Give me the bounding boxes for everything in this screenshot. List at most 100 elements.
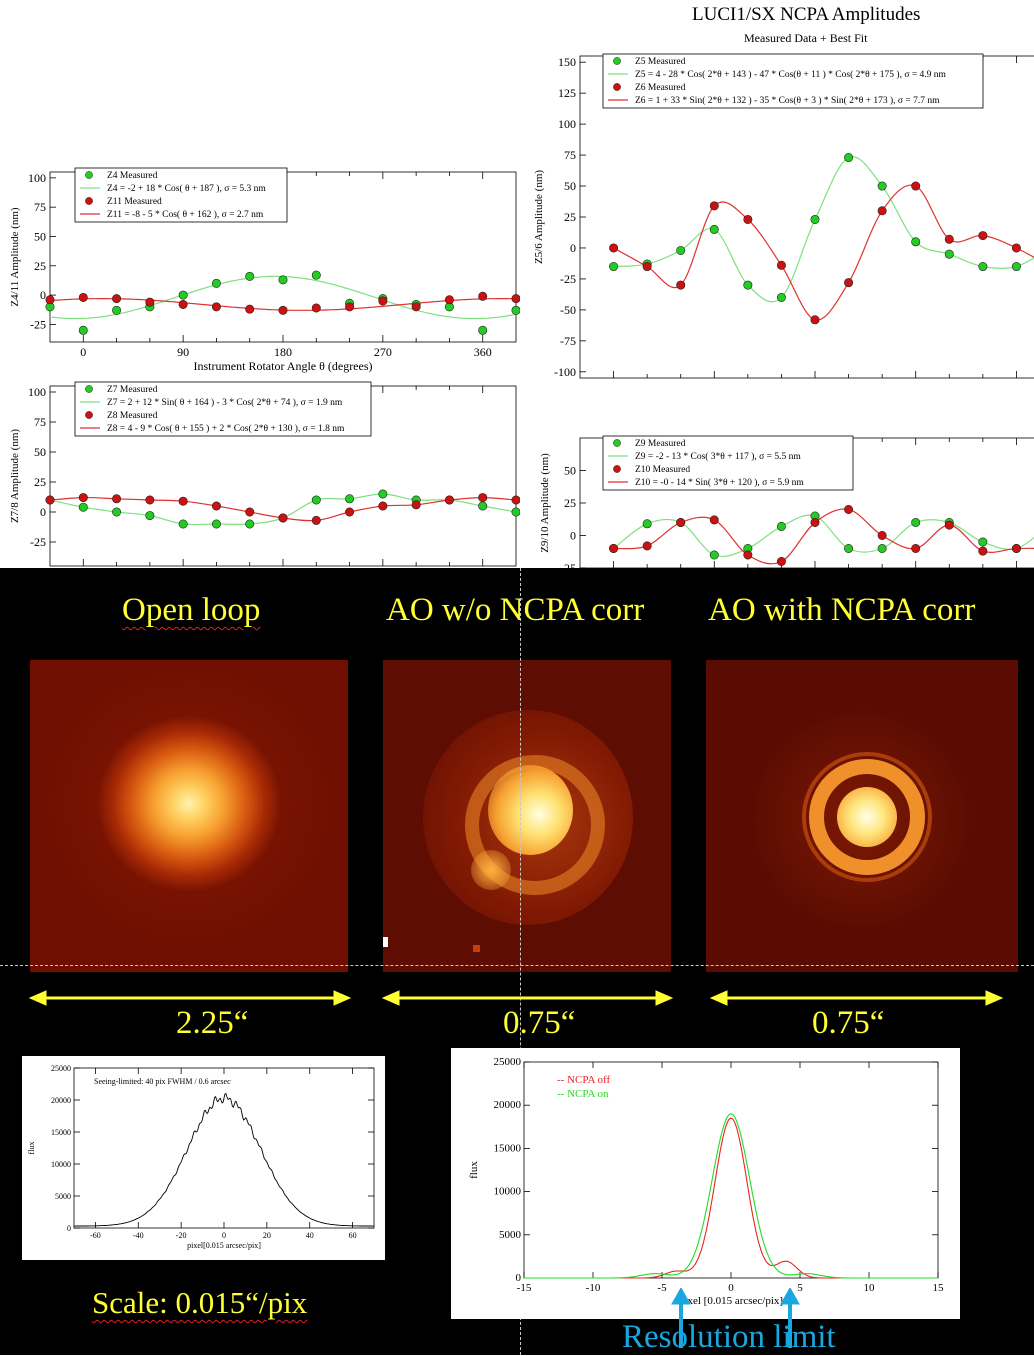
data-point-green [178,519,188,529]
data-point-red [911,544,921,554]
data-point-green [311,270,321,280]
ao-without-label: AO w/o NCPA corr [386,592,645,628]
data-point-red [609,544,619,554]
x-tick-label: 10 [864,1282,876,1294]
x-tick-label: 20 [263,1231,271,1240]
data-point-red [211,302,221,312]
y-axis-label: Z7/8 Amplitude (nm) [9,429,21,523]
z4-z11-chart: 100 75 50 25 0 -25 0 90 180 270 360 Instrument Rota… [9,167,520,373]
y-tick-label: 0 [40,505,46,519]
data-point-red [245,507,255,517]
fit-curve-red [613,184,1034,321]
data-point-green [978,537,988,547]
data-point-green [844,544,854,554]
x-tick-label: 0 [728,1282,734,1294]
data-point-red [810,518,820,528]
y-axis-label: flux [468,1161,480,1179]
y-tick-label: -25 [30,535,46,549]
x-tick-label: 90 [177,345,189,359]
open-loop-label: Open loop [122,592,261,628]
data-point-green [609,262,619,272]
data-point-green [1011,262,1021,272]
y-tick-label: 25000 [51,1064,71,1073]
x-tick-label: -60 [90,1231,101,1240]
data-point-green [776,293,786,303]
arrow-ao-without [381,990,674,1006]
y-tick-label: 100 [558,117,576,131]
data-point-red [345,302,355,312]
y-axis-label: Z9/10 Amplitude (nm) [539,453,551,553]
data-point-red [178,299,188,309]
legend-entry: Z4 Measured [107,171,158,181]
data-point-green [877,544,887,554]
data-point-red [642,541,652,551]
legend-box [74,381,372,437]
data-point-red [311,303,321,313]
title-ao-with: AO with NCPA corr [708,592,975,629]
data-point-green [844,153,854,163]
legend-marker [85,197,93,205]
data-point-red [78,292,88,302]
data-point-red [112,294,122,304]
y-tick-label: 25 [564,496,576,510]
data-point-green [78,502,88,512]
data-point-red [676,280,686,290]
y-tick-label: 75 [34,415,46,429]
data-point-red [743,214,753,224]
data-point-green [278,275,288,285]
y-tick-label: 25 [564,210,576,224]
y-tick-label: 5000 [499,1229,522,1241]
data-point-green [245,519,255,529]
y-tick-label: 0 [40,288,46,302]
legend-entry: Z8 = 4 - 9 * Cos( θ + 155 ) + 2 * Cos( 2… [107,423,345,434]
y-tick-label: 50 [564,464,576,478]
data-point-red [776,260,786,270]
data-point-green [709,224,719,234]
data-point-green [911,518,921,528]
data-point-red [444,495,454,505]
y-tick-label: 15000 [494,1142,522,1154]
data-point-red [709,201,719,211]
data-point-green [145,511,155,521]
data-point-green [245,271,255,281]
y-tick-label: 0 [570,529,576,543]
data-point-red [478,493,488,503]
data-point-green [112,305,122,315]
legend-entry: Z6 Measured [635,83,686,93]
y-tick-label: 10000 [51,1160,71,1169]
y-tick-label: 100 [28,171,46,185]
scale-ao-without: 0.75“ [503,1005,576,1041]
arrow-ao-with [709,990,1004,1006]
data-point-red [511,495,520,505]
fit-curve-red [613,508,1034,565]
x-tick-label: 0 [222,1231,226,1240]
resolution-note: Resolution limit [622,1319,836,1355]
legend-entry: Z9 = -2 - 13 * Cos( 3*θ + 117 ), σ = 5.5… [635,451,801,462]
data-point-green [211,519,221,529]
x-tick-label: 5 [797,1282,803,1294]
data-point-red [877,531,887,541]
y-tick-label: -25 [560,272,576,286]
x-tick-label: -15 [517,1282,532,1294]
seeing-profile-title: Seeing-limited: 40 pix FWHM / 0.6 arcsec [94,1077,231,1086]
legend-entry: Z10 = -0 - 14 * Sin( 3*θ + 120 ), σ = 5.… [635,477,804,488]
data-point-red [1011,544,1021,554]
legend-marker [613,83,621,91]
data-point-green [676,245,686,255]
scale-ao-with: 0.75“ [812,1005,885,1041]
x-tick-label: 180 [274,345,292,359]
y-tick-label: 0 [516,1272,522,1284]
data-point-red [844,505,854,515]
fit-curve-green [613,156,1034,303]
seeing-profile-chart: 25000 20000 15000 10000 5000 0 -60 -40 -20 0 20 40 6… [27,1064,375,1250]
data-point-green [78,325,88,335]
data-point-green [345,494,355,504]
scale-note: Scale: 0.015“/pix [92,1285,308,1320]
scale-open-loop: 2.25“ [176,1005,249,1041]
data-point-red [112,494,122,504]
legend-entry: Z9 Measured [635,439,686,449]
y-tick-label: -75 [560,334,576,348]
x-axis-label: Instrument Rotator Angle θ (degrees) [193,359,372,373]
x-tick-label: 0 [80,345,86,359]
